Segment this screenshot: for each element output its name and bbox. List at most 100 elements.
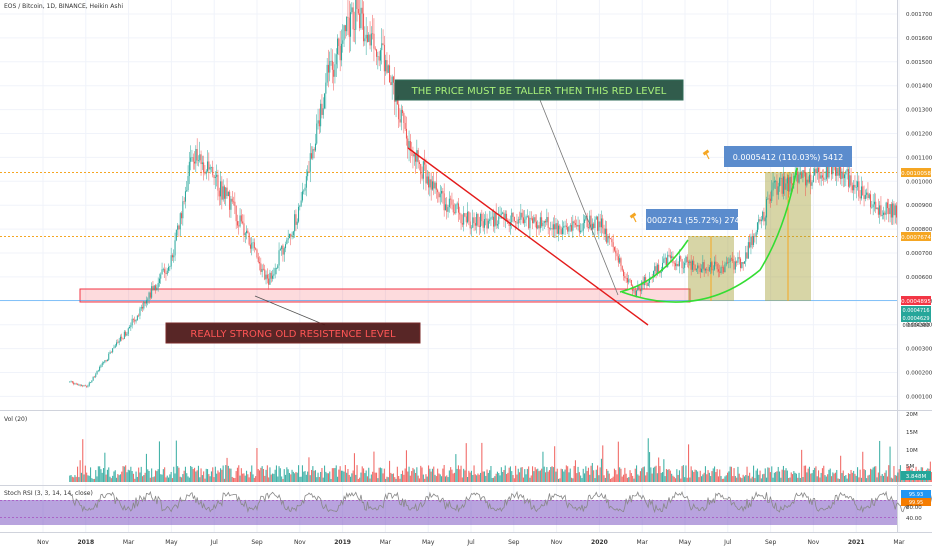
target-label-2-box[interactable] — [724, 146, 852, 167]
volume-bar — [747, 475, 749, 482]
volume-bar — [292, 471, 294, 482]
candle-body — [617, 256, 619, 263]
candle-body — [805, 172, 807, 186]
callout-top-box[interactable] — [394, 79, 684, 101]
candle-body — [574, 223, 576, 225]
volume-bar — [240, 468, 242, 482]
volume-bar — [736, 477, 738, 482]
candle-body — [220, 181, 222, 197]
candle-body — [117, 342, 119, 344]
volume-bar — [840, 455, 842, 482]
volume-bar — [806, 472, 808, 482]
volume-bar — [248, 477, 250, 482]
candle-body — [366, 34, 368, 42]
volume-bar — [873, 466, 875, 482]
volume-bar — [512, 475, 514, 482]
volume-bar — [595, 469, 597, 482]
volume-bar — [646, 472, 648, 482]
volume-bar — [506, 474, 508, 482]
volume-bar — [799, 477, 801, 482]
volume-bar — [790, 472, 792, 482]
candle-body — [136, 315, 138, 321]
candle-body — [327, 64, 329, 73]
volume-bar — [574, 460, 576, 482]
volume-bar — [812, 469, 814, 482]
volume-bar — [391, 473, 393, 482]
candle-body — [222, 186, 224, 200]
badge-lower-a — [901, 306, 931, 314]
volume-bar — [373, 451, 375, 482]
support-zone[interactable] — [79, 288, 691, 303]
volume-bar — [567, 466, 569, 482]
volume-bar — [503, 470, 505, 482]
candle-body — [145, 300, 147, 304]
volume-bar — [69, 475, 71, 482]
candle-body — [721, 267, 723, 268]
volume-bar — [897, 472, 899, 482]
candle-body — [526, 216, 528, 217]
candle-body — [403, 113, 405, 123]
candle-body — [116, 342, 118, 346]
candle-body — [532, 218, 534, 224]
candle-body — [724, 264, 726, 273]
candle-body — [139, 308, 141, 316]
candle-body — [472, 217, 474, 228]
candle-body — [420, 164, 422, 175]
candle-body — [803, 170, 805, 173]
candle-body — [470, 227, 472, 229]
volume-bar — [779, 471, 781, 482]
volume-bar — [660, 472, 662, 482]
volume-bar — [621, 476, 623, 482]
descending-trendline[interactable] — [407, 147, 649, 326]
candle-body — [749, 242, 751, 248]
candle-body — [378, 56, 380, 61]
candle-body — [158, 278, 160, 284]
candle-body — [70, 381, 72, 382]
volume-bar — [745, 475, 747, 482]
candle-body — [581, 230, 583, 232]
candle-body — [589, 215, 591, 228]
projection-curve-1[interactable] — [619, 239, 689, 293]
volume-bar — [288, 472, 290, 482]
candle-body — [431, 181, 433, 190]
volume-bar — [719, 469, 721, 482]
volume-bar — [207, 469, 209, 482]
candle-body — [113, 347, 115, 349]
volume-bar — [301, 465, 303, 482]
callout-bottom-box[interactable] — [165, 322, 421, 344]
volume-bar — [615, 470, 617, 482]
badge-top-target — [901, 168, 931, 177]
time-axis[interactable]: Nov 2018 Mar May Jul Sep Nov 2019 Mar May Jul Sep No… — [37, 539, 905, 546]
volume-bar — [450, 467, 452, 482]
volume-bar — [346, 472, 348, 482]
volume-bar — [78, 477, 80, 482]
candle-body — [598, 221, 600, 231]
volume-bar — [118, 475, 120, 482]
candle-body — [593, 223, 595, 228]
candle-body — [408, 141, 410, 149]
candle-body — [229, 191, 231, 210]
volume-bar — [210, 471, 212, 482]
volume-bar — [239, 475, 241, 482]
candle-body — [712, 269, 714, 271]
candle-body — [567, 227, 569, 232]
projection-curve-2[interactable] — [621, 167, 798, 303]
volume-bar — [174, 473, 176, 482]
candle-body — [675, 263, 677, 267]
candle-body — [218, 190, 220, 197]
candle-body — [255, 248, 257, 250]
target-label-1-box[interactable] — [646, 209, 738, 230]
volume-bar — [898, 469, 900, 482]
volume-bar — [218, 472, 220, 482]
candle-body — [429, 179, 431, 188]
volume-bar — [699, 470, 701, 482]
volume-bar — [451, 469, 453, 482]
candle-body — [745, 252, 747, 262]
candle-body — [246, 230, 248, 234]
volume-bar — [885, 470, 887, 482]
candle-body — [134, 319, 136, 322]
volume-bar — [105, 474, 107, 482]
